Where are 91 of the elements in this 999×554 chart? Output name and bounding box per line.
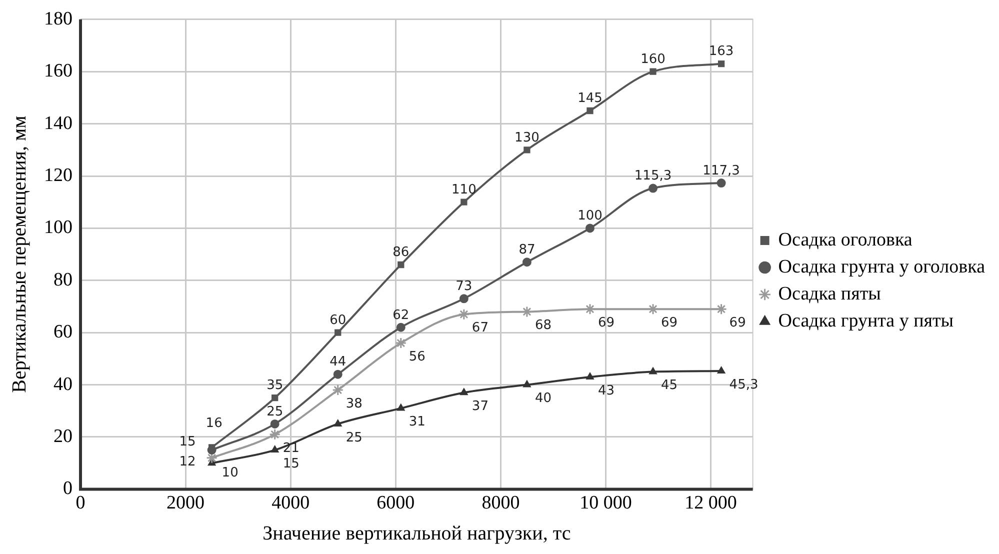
data-label: 56 — [408, 349, 426, 364]
x-tick-label: 2000 — [166, 492, 205, 514]
point — [332, 384, 344, 396]
point — [524, 146, 530, 154]
data-label: 10 — [222, 465, 238, 480]
point — [395, 337, 407, 349]
point — [717, 366, 726, 374]
data-label: 16 — [206, 416, 222, 431]
data-label: 86 — [392, 245, 410, 260]
y-tick-label: 160 — [44, 60, 72, 82]
point — [206, 452, 218, 464]
y-tick-label: 20 — [54, 426, 72, 447]
data-label: 12 — [179, 454, 196, 470]
point — [718, 60, 725, 68]
legend-label: Осадка пяты — [778, 283, 882, 304]
x-axis-title: Значение вертикальной нагрузки, тс — [262, 522, 571, 544]
data-label: 69 — [598, 315, 615, 330]
point — [586, 107, 594, 114]
data-label: 45 — [661, 378, 678, 394]
data-label: 87 — [518, 242, 536, 258]
point — [396, 404, 405, 411]
point — [334, 419, 342, 426]
data-label: 43 — [598, 383, 615, 398]
data-label: 69 — [729, 315, 746, 330]
legend-label: Осадка оголовка — [778, 229, 913, 250]
data-label: 60 — [330, 312, 346, 328]
y-tick-label: 140 — [44, 112, 72, 134]
x-tick-label: 8000 — [482, 492, 520, 514]
point — [522, 258, 532, 267]
legend-label: Осадка грунта у оголовка — [778, 256, 986, 278]
point — [458, 308, 470, 320]
legend-label: Осадка грунта у пяты — [778, 310, 954, 332]
y-tick-label: 100 — [44, 217, 72, 238]
x-tick-label: 4000 — [272, 492, 310, 514]
point — [334, 329, 342, 336]
x-tick-label: 10 000 — [580, 492, 632, 514]
data-label: 117,3 — [702, 163, 740, 178]
data-label: 160 — [640, 52, 666, 67]
point — [647, 303, 659, 315]
point — [716, 178, 726, 188]
point — [585, 224, 594, 233]
point — [648, 184, 658, 193]
point — [649, 367, 657, 374]
point — [459, 294, 468, 304]
y-tick-label: 180 — [44, 8, 72, 30]
data-label: 115,3 — [634, 168, 672, 184]
point — [650, 68, 656, 75]
data-label: 68 — [534, 318, 552, 334]
point — [460, 198, 468, 206]
y-axis-title: Вертикальные перемещения, мм — [8, 115, 30, 393]
data-label: 73 — [456, 279, 472, 294]
y-tick-label: 120 — [44, 164, 72, 186]
data-label: 130 — [514, 130, 540, 146]
point — [333, 370, 342, 379]
data-label: 62 — [392, 308, 410, 323]
data-label: 35 — [266, 378, 284, 394]
data-label: 67 — [472, 320, 488, 336]
data-label: 100 — [578, 208, 602, 224]
point — [269, 428, 281, 440]
data-label: 37 — [472, 399, 488, 414]
data-label: 25 — [346, 430, 362, 446]
data-label: 145 — [578, 91, 602, 106]
data-label: 15 — [179, 434, 196, 450]
data-label: 110 — [452, 182, 476, 198]
data-label: 69 — [661, 315, 678, 330]
point — [396, 322, 406, 332]
point — [270, 419, 280, 428]
y-tick-label: 60 — [54, 322, 72, 343]
point — [270, 446, 279, 453]
data-label: 38 — [346, 396, 362, 412]
point — [716, 303, 728, 315]
x-tick-label: 6000 — [376, 492, 415, 514]
data-label: 31 — [408, 414, 426, 430]
data-label: 44 — [330, 354, 346, 370]
x-tick-label: 12 000 — [684, 492, 737, 514]
data-label: 15 — [282, 456, 300, 472]
y-tick-label: 40 — [54, 374, 72, 395]
y-tick-label: 80 — [54, 269, 72, 290]
point — [586, 372, 594, 380]
data-label: 25 — [266, 404, 284, 420]
point — [460, 388, 468, 396]
y-tick-label: 0 — [63, 478, 72, 500]
x-tick-label: 0 — [76, 492, 86, 514]
point — [522, 380, 531, 388]
point — [584, 303, 596, 315]
data-label: 21 — [282, 440, 300, 456]
data-label: 163 — [708, 44, 734, 60]
point — [272, 394, 278, 402]
data-label: 45,3 — [729, 377, 758, 392]
data-label: 40 — [534, 391, 552, 406]
point — [398, 261, 404, 268]
